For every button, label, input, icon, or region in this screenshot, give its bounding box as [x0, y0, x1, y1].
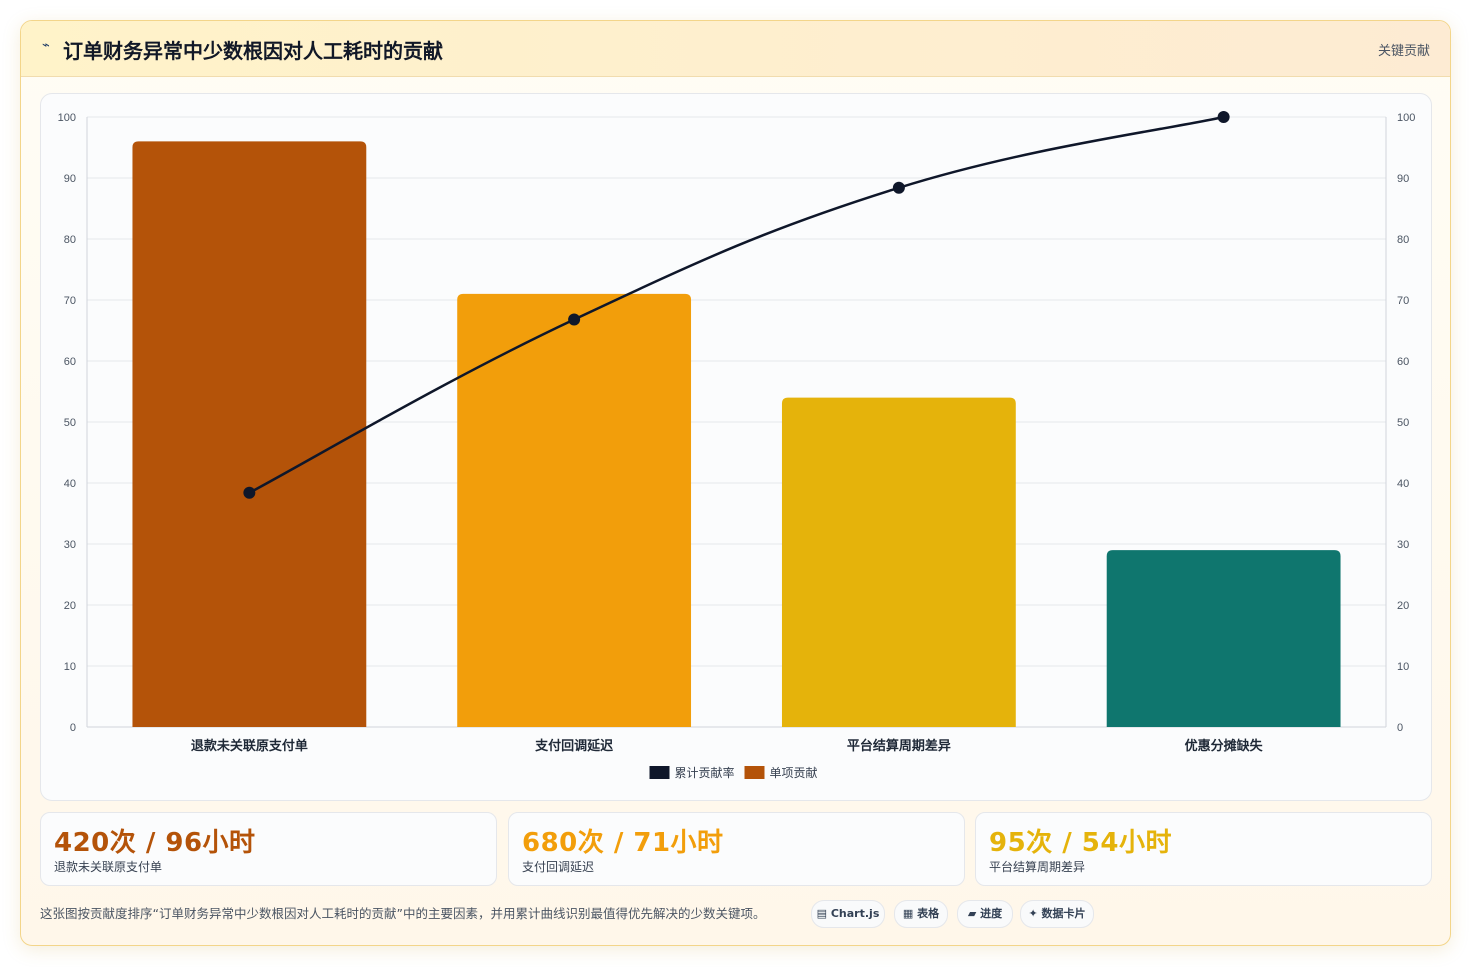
cumulative-point-3	[892, 181, 905, 194]
x-tick-label: 退款未关联原支付单	[191, 738, 308, 754]
footer-description: 这张图按贡献度排序“订单财务异常中少数根因对人工耗时的贡献”中的主要因素，并用累…	[40, 906, 766, 921]
bar-1	[132, 141, 367, 727]
pill-label: 表格	[917, 907, 940, 920]
y-tick-label: 0	[70, 722, 76, 734]
cumulative-point-4	[1217, 111, 1230, 123]
stat-card-2: 680次 / 71小时 支付回调延迟	[508, 812, 965, 886]
y2-tick-label: 20	[1397, 600, 1409, 612]
stat-value: 420次 / 96小时	[54, 828, 256, 858]
y2-tick-label: 50	[1397, 417, 1409, 429]
pill-label: 数据卡片	[1041, 907, 1086, 920]
bar-3	[781, 397, 1016, 727]
header-tag: 关键贡献	[1377, 44, 1430, 59]
y2-tick-label: 100	[1397, 112, 1415, 124]
pill-label: 进度	[980, 907, 1003, 920]
pill-label: Chart.js	[830, 907, 880, 920]
bar-4	[1106, 550, 1341, 727]
legend-swatch	[744, 766, 765, 779]
table-icon: ▦	[902, 907, 914, 920]
legend-label: 累计贡献率	[675, 765, 735, 780]
stat-card-1: 420次 / 96小时 退款未关联原支付单	[40, 812, 497, 886]
dashboard-card: ⌁ 订单财务异常中少数根因对人工耗时的贡献 关键贡献 0 10 20 30 40 50 60…	[20, 20, 1451, 946]
bar-2	[457, 293, 692, 727]
y-tick-label: 90	[64, 173, 76, 185]
stat-value: 680次 / 71小时	[522, 828, 724, 858]
card-header: ⌁ 订单财务异常中少数根因对人工耗时的贡献 关键贡献	[21, 21, 1450, 77]
y-tick-label: 70	[64, 295, 76, 307]
x-tick-label: 支付回调延迟	[534, 738, 613, 754]
y-tick-label: 20	[64, 600, 76, 612]
card-icon: ✦	[1028, 907, 1038, 920]
cumulative-point-1	[243, 486, 256, 499]
stat-label: 平台结算周期差异	[989, 860, 1086, 874]
stat-card-3: 95次 / 54小时 平台结算周期差异	[975, 812, 1432, 886]
y-tick-label: 50	[64, 417, 76, 429]
progress-icon: ▰	[967, 907, 977, 920]
y2-tick-label: 30	[1397, 539, 1409, 551]
cumulative-line	[248, 115, 1224, 494]
stat-value: 95次 / 54小时	[989, 828, 1172, 858]
pill-progress[interactable]: ▰ 进度	[957, 900, 1013, 928]
pill-chartjs[interactable]: ▤ Chart.js	[811, 900, 885, 928]
pill-data-card[interactable]: ✦ 数据卡片	[1020, 900, 1094, 928]
y2-tick-label: 70	[1397, 295, 1409, 307]
y-tick-label: 100	[58, 112, 76, 124]
y2-tick-label: 90	[1397, 173, 1409, 185]
pill-table[interactable]: ▦ 表格	[894, 900, 948, 928]
chart-line-icon: ⌁	[42, 38, 50, 53]
page-title: 订单财务异常中少数根因对人工耗时的贡献	[63, 39, 443, 63]
stat-label: 支付回调延迟	[522, 860, 595, 874]
y-tick-label: 10	[64, 661, 76, 673]
y-tick-label: 30	[64, 539, 76, 551]
y-tick-label: 80	[64, 234, 76, 246]
x-tick-label: 优惠分摊缺失	[1185, 738, 1264, 754]
chart-icon: ▤	[816, 907, 828, 920]
chart-panel: 0 10 20 30 40 50 60 70 80 90 100 0 10 20 30 40 50 60 70 80 9…	[40, 93, 1432, 801]
y2-tick-label: 0	[1397, 722, 1403, 734]
y2-tick-label: 60	[1397, 356, 1409, 368]
cumulative-point-2	[568, 313, 581, 326]
x-tick-label: 平台结算周期差异	[847, 738, 951, 754]
y2-tick-label: 40	[1397, 478, 1409, 490]
y-tick-label: 40	[64, 478, 76, 490]
legend-label: 单项贡献	[770, 765, 818, 780]
pareto-chart: 0 10 20 30 40 50 60 70 80 90 100 0 10 20 30 40 50 60 70 80 9…	[58, 111, 1415, 780]
y2-tick-label: 10	[1397, 661, 1409, 673]
y2-tick-label: 80	[1397, 234, 1409, 246]
stat-label: 退款未关联原支付单	[54, 860, 163, 874]
legend-swatch	[649, 766, 670, 779]
y-tick-label: 60	[64, 356, 76, 368]
